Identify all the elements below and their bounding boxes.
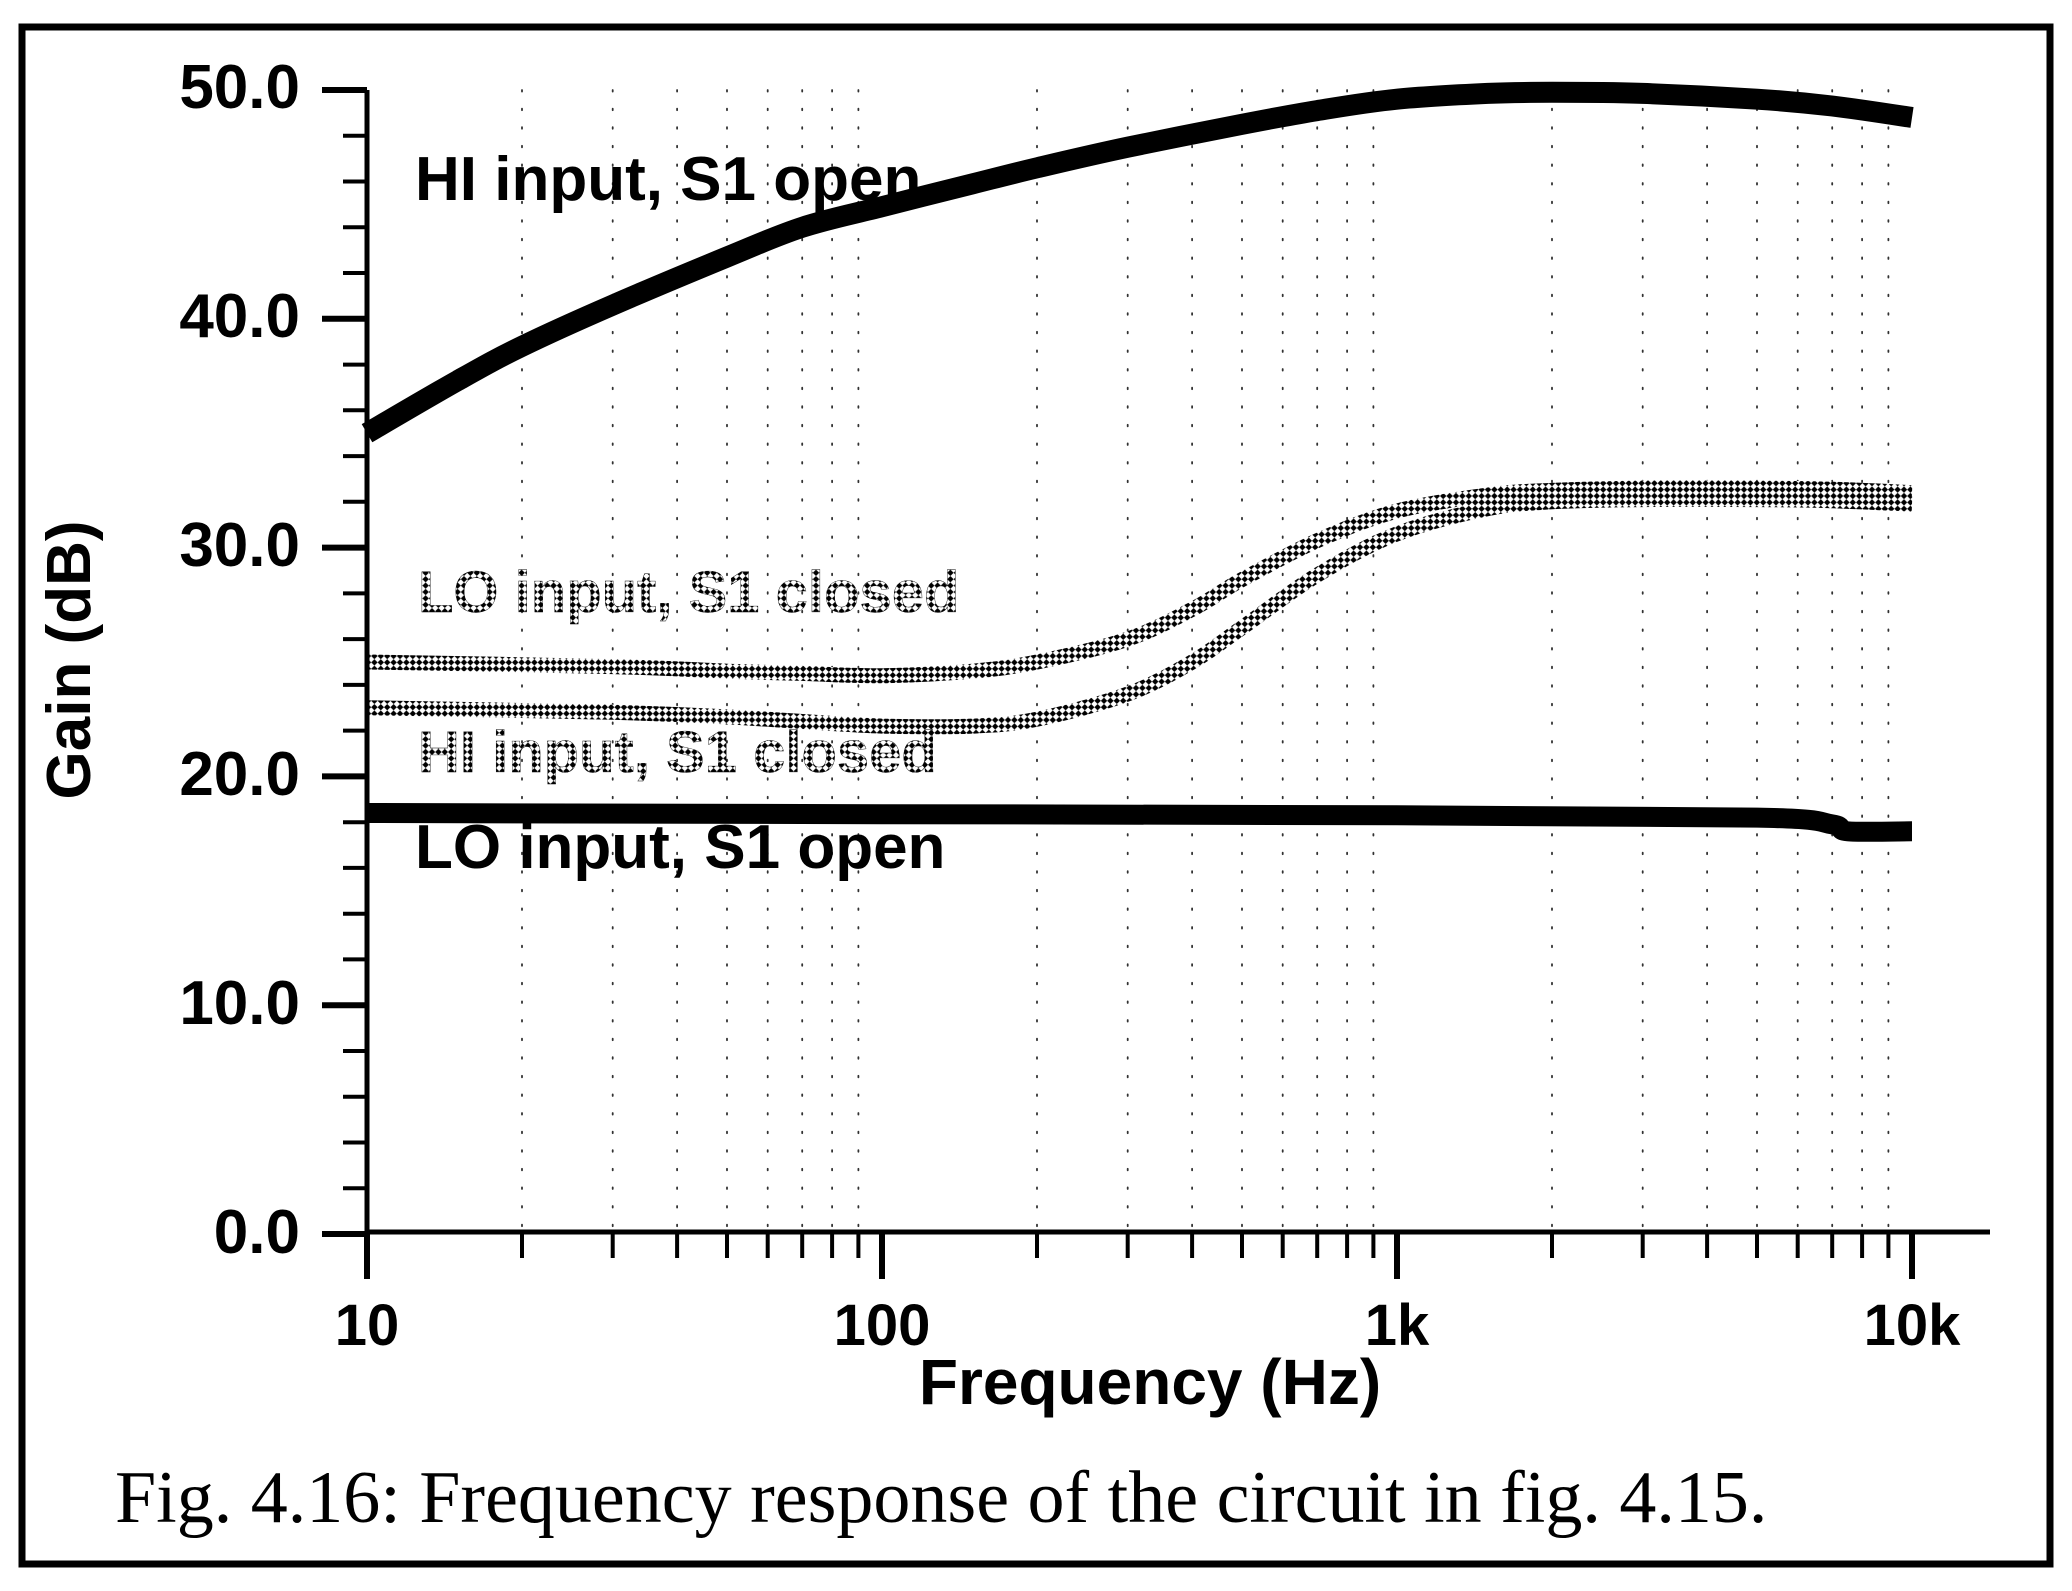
svg-text:HI input, S1 closed: HI input, S1 closed <box>418 720 937 785</box>
svg-text:Fig. 4.16: Frequency response: Fig. 4.16: Frequency response of the cir… <box>115 1457 1767 1539</box>
svg-text:40.0: 40.0 <box>179 282 300 351</box>
svg-text:0.0: 0.0 <box>214 1198 300 1267</box>
svg-text:LO input, S1 open: LO input, S1 open <box>415 813 945 882</box>
svg-text:50.0: 50.0 <box>179 53 300 122</box>
svg-text:10: 10 <box>335 1293 400 1358</box>
svg-text:10.0: 10.0 <box>179 969 300 1038</box>
svg-text:Frequency (Hz): Frequency (Hz) <box>919 1346 1381 1418</box>
svg-text:HI input, S1 open: HI input, S1 open <box>415 145 921 214</box>
svg-text:10k: 10k <box>1864 1293 1962 1358</box>
svg-text:30.0: 30.0 <box>179 511 300 580</box>
svg-text:100: 100 <box>834 1293 931 1358</box>
svg-text:20.0: 20.0 <box>179 740 300 809</box>
svg-text:Gain (dB): Gain (dB) <box>35 521 104 800</box>
svg-text:LO input, S1 closed: LO input, S1 closed <box>418 560 959 625</box>
